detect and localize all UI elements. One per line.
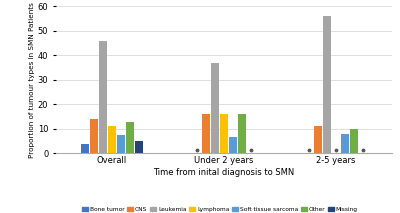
Bar	[81, 144, 89, 153]
Bar	[341, 134, 349, 153]
Bar	[99, 41, 107, 153]
Y-axis label: Proportion of tumour types in SMN Patients: Proportion of tumour types in SMN Patien…	[29, 2, 35, 158]
Bar	[126, 121, 134, 153]
Bar	[135, 141, 143, 153]
Bar	[211, 63, 219, 153]
Bar	[323, 16, 331, 153]
Bar	[220, 114, 228, 153]
Bar	[314, 126, 322, 153]
Bar	[202, 114, 210, 153]
Bar	[108, 126, 116, 153]
X-axis label: Time from inital diagnosis to SMN: Time from inital diagnosis to SMN	[153, 168, 295, 177]
Legend: Bone tumor, CNS, Leukemia, Lymphoma, Soft tissue sarcoma, Other, Missing: Bone tumor, CNS, Leukemia, Lymphoma, Sof…	[80, 205, 360, 213]
Bar	[117, 135, 125, 153]
Bar	[90, 119, 98, 153]
Bar	[350, 129, 358, 153]
Bar	[229, 137, 237, 153]
Bar	[238, 114, 246, 153]
